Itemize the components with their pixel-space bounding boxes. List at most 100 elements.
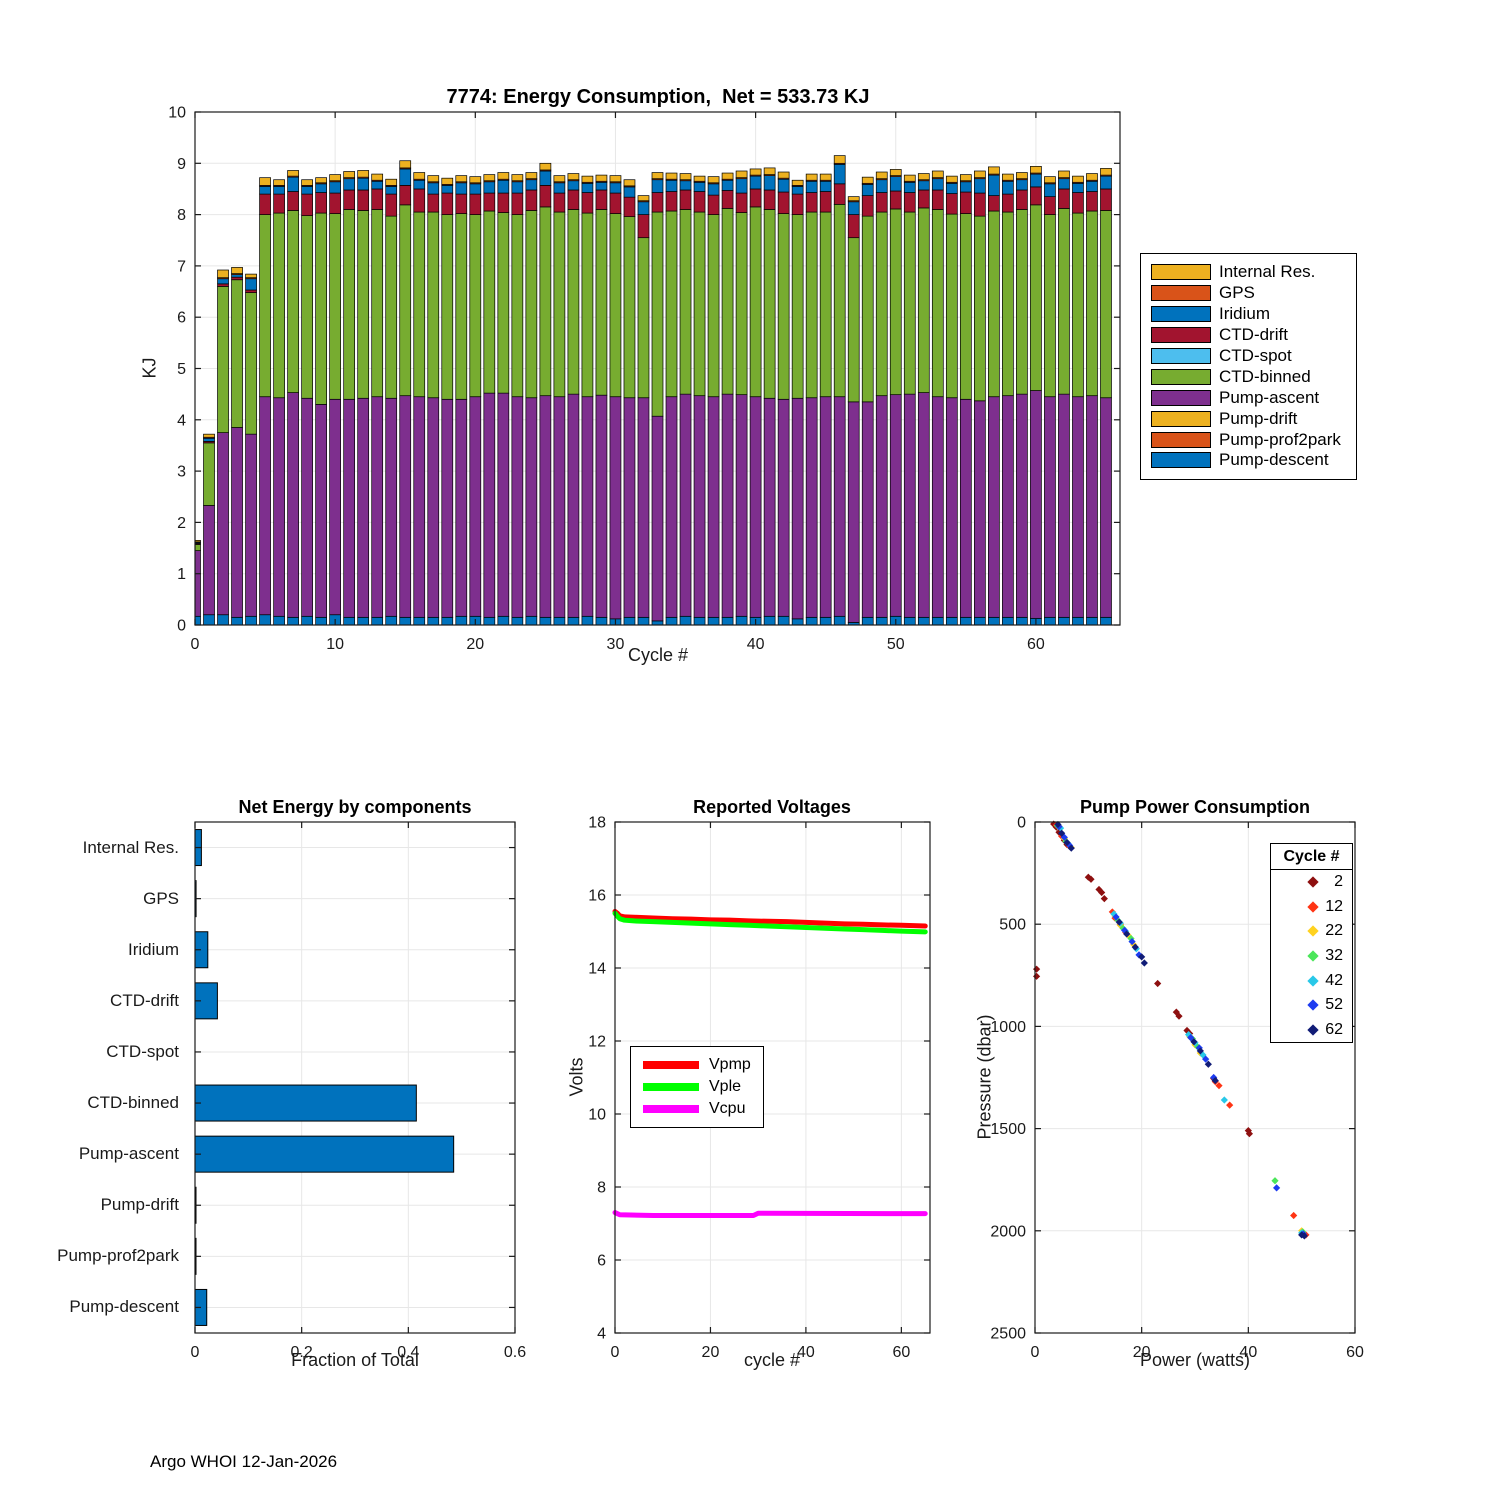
bar-segment (469, 183, 482, 195)
tick-label: 20 (702, 1344, 720, 1361)
bar-segment (511, 396, 524, 618)
tick-label: 9 (177, 156, 186, 173)
bar-segment (847, 196, 860, 202)
bar-segment (1058, 393, 1070, 618)
bar-segment (441, 398, 454, 618)
bar-segment (1044, 396, 1056, 618)
bar-segment (455, 213, 468, 400)
bar-segment (623, 216, 636, 399)
bar-segment (637, 237, 650, 399)
bar-segment (287, 210, 299, 393)
bar-segment (371, 209, 384, 398)
bar-segment (525, 615, 538, 625)
bar-segment (1044, 196, 1056, 215)
bar-segment (581, 182, 594, 193)
bar-segment (679, 209, 692, 395)
bar-segment (651, 415, 664, 622)
bar-segment (861, 616, 874, 625)
bar-segment (497, 392, 510, 617)
bar-segment (665, 616, 678, 625)
bar-segment (567, 180, 580, 191)
line-Vcpu (612, 1210, 928, 1218)
bar-segment (707, 176, 720, 184)
bar-segment (777, 213, 790, 400)
tick-label: 1000 (990, 1019, 1026, 1036)
bar-segment (231, 427, 243, 618)
bar-segment (1086, 191, 1098, 212)
scatter-series-22 (1055, 822, 1306, 1235)
bar-segment (988, 396, 1000, 618)
bar-segment (273, 193, 285, 214)
legend-swatch (1151, 306, 1211, 323)
bar-segment (707, 194, 720, 215)
bar-segment (1044, 214, 1056, 398)
tick-label: 8 (177, 207, 186, 224)
legend-item: 62 (1271, 1018, 1352, 1043)
voltages-legend: Vpmp Vple Vcpu (630, 1046, 764, 1128)
bar-segment (679, 393, 692, 617)
tick-label: 10 (588, 1107, 606, 1124)
tick-label: 60 (1346, 1344, 1364, 1361)
legend-label: Pump-drift (1219, 408, 1298, 428)
bar-segment (1100, 175, 1112, 190)
bar-segment (875, 211, 888, 397)
bar-segment (819, 396, 832, 618)
voltages-xlabel: cycle # (743, 1350, 801, 1370)
bar-segment (315, 616, 327, 625)
bar-segment (259, 614, 271, 625)
pump-power-ylabel: Pressure (dbar) (974, 1014, 995, 1140)
bar-segment (595, 174, 608, 182)
tick-label: 0 (611, 1344, 620, 1361)
bar-segment (245, 433, 257, 617)
bar-segment (483, 181, 496, 194)
legend-label: Pump-descent (1219, 450, 1329, 470)
bar-segment (385, 186, 398, 195)
bar-segment (651, 179, 664, 193)
bar-segment (609, 213, 622, 398)
net-energy-category-labels: Internal Res. GPS Iridium CTD-drift CTD-spot… (0, 822, 187, 1333)
bar-segment (455, 175, 468, 183)
bar-segment (819, 191, 832, 213)
bar-segment (777, 398, 790, 617)
legend-label: 22 (1325, 922, 1343, 940)
bar-segment (833, 155, 846, 164)
bar-segment (413, 179, 426, 190)
bar-segment (917, 392, 930, 618)
bar-segment (903, 393, 916, 618)
legend-item: Pump-drift (1151, 408, 1346, 429)
bar-segment (931, 178, 944, 191)
scatter-point (1123, 930, 1131, 938)
bar-segment (679, 615, 692, 625)
tick-label: 10 (326, 636, 344, 653)
bar-segment (301, 179, 313, 186)
scatter-point (1055, 828, 1063, 836)
bar-segment (875, 192, 888, 213)
scatter-point (1115, 918, 1123, 926)
bar-segment (273, 179, 285, 186)
bar-segment (357, 397, 370, 618)
legend-label: 12 (1325, 897, 1343, 915)
scatter-point (1095, 885, 1103, 894)
tick-label: 2 (177, 515, 186, 532)
bar-segment (805, 192, 818, 213)
bar-segment (217, 269, 229, 279)
scatter-series-42 (1057, 824, 1306, 1237)
bar-segment (203, 437, 215, 442)
category-label: Pump-prof2park (57, 1246, 179, 1266)
bar-segment (833, 396, 846, 617)
bar-segment (721, 208, 734, 395)
bar-segment (945, 175, 958, 183)
bar-segment (357, 616, 370, 625)
bar-segment (679, 173, 692, 181)
bar-segment (385, 215, 398, 399)
bar-segment (609, 182, 622, 194)
bar-segment (833, 183, 846, 205)
bar-segment (819, 173, 832, 181)
bar-segment (959, 213, 972, 400)
bar-segment (805, 173, 818, 181)
pump-cycle-legend: Cycle # 2 12 22 32 42 52 62 (1270, 843, 1353, 1044)
bar-segment (329, 181, 342, 194)
line-Vple (612, 910, 928, 935)
tick-label: 5 (177, 361, 186, 378)
bar-segment (889, 169, 902, 176)
